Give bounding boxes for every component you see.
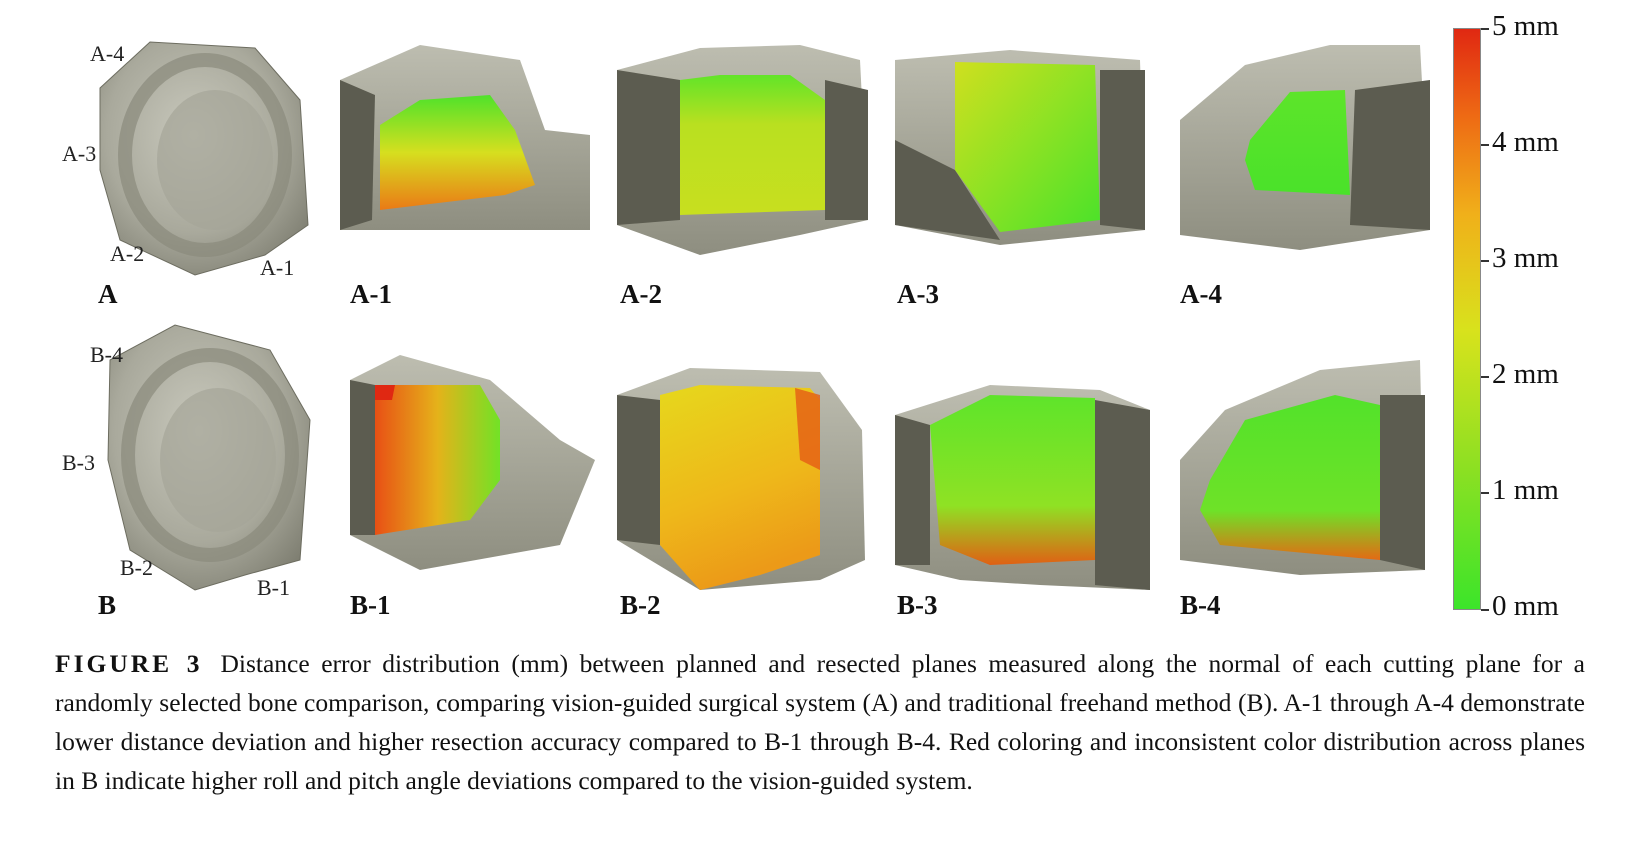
panel-label-a3: A-3 (897, 279, 939, 309)
resection-a3 (895, 50, 1145, 245)
plane-tag-a2: A-2 (110, 241, 145, 266)
plane-tag-a4: A-4 (90, 41, 125, 66)
colorbar-tick (1481, 492, 1489, 494)
panel-label-a: A (98, 279, 118, 309)
panel-label-b3: B-3 (897, 590, 938, 620)
panel-label-b2: B-2 (620, 590, 661, 620)
panel-label-b4: B-4 (1180, 590, 1221, 620)
plane-tag-b2: B-2 (120, 555, 153, 580)
figure-caption: FIGURE 3 Distance error distribution (mm)… (55, 644, 1585, 800)
plane-tag-b1: B-1 (257, 575, 290, 600)
colorbar-label-2mm: 2 mm (1492, 358, 1559, 390)
colorbar-label-5mm: 5 mm (1492, 10, 1559, 42)
plane-tag-b3: B-3 (62, 450, 95, 475)
colorbar (1453, 28, 1481, 610)
resection-b1 (350, 355, 595, 570)
colorbar-tick (1481, 28, 1489, 30)
colorbar-label-1mm: 1 mm (1492, 474, 1559, 506)
colorbar-label-3mm: 3 mm (1492, 242, 1559, 274)
resection-a2 (617, 45, 868, 255)
resection-a4 (1180, 45, 1430, 250)
bone-overview-b (107, 324, 311, 591)
caption-text: Distance error distribution (mm) between… (55, 649, 1585, 795)
panel-label-b: B (98, 590, 117, 620)
colorbar-tick (1481, 144, 1489, 146)
colorbar-tick (1481, 260, 1489, 262)
panel-label-b1: B-1 (350, 590, 391, 620)
colorbar-tick (1481, 376, 1489, 378)
plane-tag-a1: A-1 (260, 255, 295, 280)
colorbar-tick (1481, 609, 1489, 611)
resection-a1 (340, 45, 590, 230)
bone-overview-a (99, 41, 309, 276)
plane-tag-b4: B-4 (90, 342, 123, 367)
panel-label-a4: A-4 (1180, 279, 1222, 309)
colorbar-label-4mm: 4 mm (1492, 126, 1559, 158)
resection-b4 (1180, 360, 1425, 575)
colorbar-label-0mm: 0 mm (1492, 590, 1559, 622)
figure-label: FIGURE 3 (55, 649, 203, 678)
panel-label-a2: A-2 (620, 279, 662, 309)
plane-tag-a3: A-3 (62, 141, 97, 166)
panel-label-a1: A-1 (350, 279, 392, 309)
resection-b3 (895, 385, 1150, 590)
resection-b2 (617, 368, 865, 590)
figure-artwork (99, 41, 1430, 591)
